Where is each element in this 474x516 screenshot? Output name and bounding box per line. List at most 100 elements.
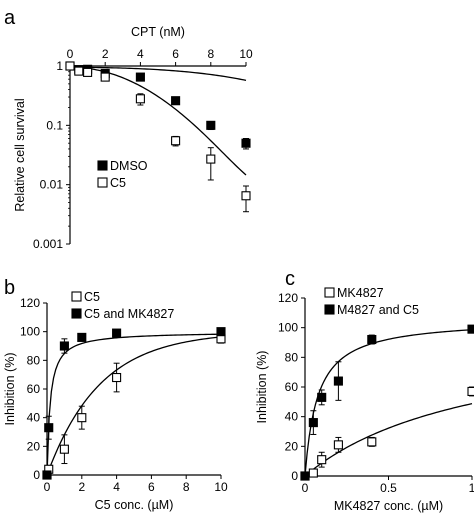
y-tick-label: 40 bbox=[27, 411, 41, 425]
data-point-filled bbox=[42, 470, 52, 480]
panel-label-a: a bbox=[4, 7, 16, 29]
y-tick-label: 80 bbox=[285, 350, 299, 364]
x-tick-label: 4 bbox=[113, 480, 120, 494]
x-tick-label: 10 bbox=[214, 480, 228, 494]
fit-curve-mk4827 bbox=[304, 403, 473, 477]
panel-label-b: b bbox=[4, 277, 15, 299]
panel-c: c 0 0.5 1 0 20 40 60 80 100 120 MK4827 conc. (µM) In… bbox=[255, 268, 474, 513]
panel-label-c: c bbox=[285, 268, 295, 290]
legend-marker bbox=[71, 291, 82, 302]
data-point-open bbox=[100, 72, 110, 82]
y-tick-label: 100 bbox=[278, 321, 298, 335]
y-tick-label: 60 bbox=[285, 380, 299, 394]
x-tick-label: 6 bbox=[148, 480, 155, 494]
data-point-filled bbox=[317, 392, 327, 402]
series-dmso bbox=[65, 61, 251, 150]
y-tick-label: 40 bbox=[285, 410, 299, 424]
data-point-filled bbox=[241, 138, 251, 148]
data-point-open bbox=[77, 413, 87, 423]
fit-curve-c5 bbox=[69, 66, 247, 176]
fit-curve-m4827-and-c5 bbox=[304, 329, 473, 477]
y-tick-label: 0 bbox=[33, 468, 40, 482]
fit-curve-dmso bbox=[70, 66, 247, 81]
data-point-filled bbox=[77, 332, 87, 342]
y-tick-label: 0 bbox=[291, 469, 298, 483]
y-tick-label: 120 bbox=[278, 291, 298, 305]
data-point-open bbox=[241, 191, 251, 201]
x-tick-label: 6 bbox=[172, 47, 179, 61]
data-point-filled bbox=[135, 72, 145, 82]
data-point-filled bbox=[112, 328, 122, 338]
y-axis-title: Inhibition (%) bbox=[3, 353, 17, 426]
y-axis-title: Inhibition (%) bbox=[255, 351, 269, 424]
data-point-open bbox=[59, 444, 69, 454]
fit-curve-c5-and-mk4827 bbox=[46, 333, 222, 476]
data-point-open bbox=[308, 468, 318, 478]
data-point-filled bbox=[59, 341, 69, 351]
y-axis-title: Relative cell survival bbox=[13, 98, 27, 211]
data-point-open bbox=[367, 437, 377, 447]
x-axis-title: MK4827 conc. (µM) bbox=[334, 499, 443, 513]
x-tick-label: 2 bbox=[102, 47, 109, 61]
x-tick-label: 0.5 bbox=[380, 481, 397, 495]
data-point-open bbox=[467, 386, 474, 397]
data-point-filled bbox=[308, 418, 318, 428]
series-c5-and-mk4827 bbox=[42, 327, 226, 480]
data-point-filled bbox=[216, 327, 226, 337]
series-c5 bbox=[42, 334, 226, 480]
data-point-filled bbox=[333, 376, 343, 386]
legend-label: C5 bbox=[110, 176, 126, 190]
legend-marker bbox=[324, 287, 335, 298]
legend-label: C5 bbox=[84, 290, 100, 304]
data-point-open bbox=[206, 154, 216, 164]
fit-curve-c5 bbox=[46, 336, 222, 476]
data-point-open bbox=[65, 61, 75, 71]
x-tick-label: 0 bbox=[67, 47, 74, 61]
x-tick-label: 1 bbox=[469, 481, 474, 495]
legend-marker bbox=[71, 308, 82, 319]
data-point-open bbox=[135, 94, 145, 104]
panel-a: a 0 2 4 6 8 10 0.001 0.01 0.1 1 CPT (nM) Relative ce… bbox=[4, 7, 253, 251]
data-point-open bbox=[112, 372, 122, 383]
data-point-open bbox=[333, 440, 343, 450]
y-tick-label: 0.001 bbox=[33, 237, 63, 251]
legend-label: M4827 and C5 bbox=[337, 303, 419, 317]
y-tick-label: 20 bbox=[285, 439, 299, 453]
data-point-open bbox=[74, 66, 84, 76]
legend-marker bbox=[97, 177, 108, 188]
y-tick-label: 0.1 bbox=[46, 118, 63, 132]
legend-marker bbox=[97, 160, 108, 171]
data-point-open bbox=[317, 455, 327, 465]
legend-label: DMSO bbox=[110, 159, 148, 173]
data-point-filled bbox=[300, 471, 310, 481]
x-tick-label: 2 bbox=[78, 480, 85, 494]
y-tick-label: 80 bbox=[27, 353, 41, 367]
x-tick-label: 10 bbox=[239, 47, 253, 61]
y-tick-label: 1 bbox=[56, 59, 63, 73]
y-tick-label: 60 bbox=[27, 382, 41, 396]
x-tick-label: 8 bbox=[207, 47, 214, 61]
series-m4827-and-c5 bbox=[300, 324, 474, 481]
y-tick-label: 20 bbox=[27, 439, 41, 453]
x-axis-title: C5 conc. (µM) bbox=[95, 498, 174, 512]
y-tick-label: 100 bbox=[20, 325, 40, 339]
x-axis-title: CPT (nM) bbox=[131, 25, 185, 39]
legend-label: MK4827 bbox=[337, 286, 384, 300]
data-point-filled bbox=[206, 120, 216, 130]
x-tick-label: 0 bbox=[302, 481, 309, 495]
series-mk4827 bbox=[300, 386, 474, 481]
x-tick-label: 0 bbox=[44, 480, 51, 494]
data-point-filled bbox=[44, 423, 54, 433]
series-c5 bbox=[65, 61, 251, 213]
x-tick-label: 8 bbox=[183, 480, 190, 494]
data-point-filled bbox=[467, 324, 474, 334]
y-tick-label: 120 bbox=[20, 296, 40, 310]
x-tick-label: 4 bbox=[137, 47, 144, 61]
data-point-filled bbox=[171, 96, 181, 106]
y-tick-label: 0.01 bbox=[40, 178, 64, 192]
data-point-open bbox=[171, 136, 181, 146]
data-point-filled bbox=[367, 334, 377, 345]
data-point-open bbox=[83, 67, 93, 77]
